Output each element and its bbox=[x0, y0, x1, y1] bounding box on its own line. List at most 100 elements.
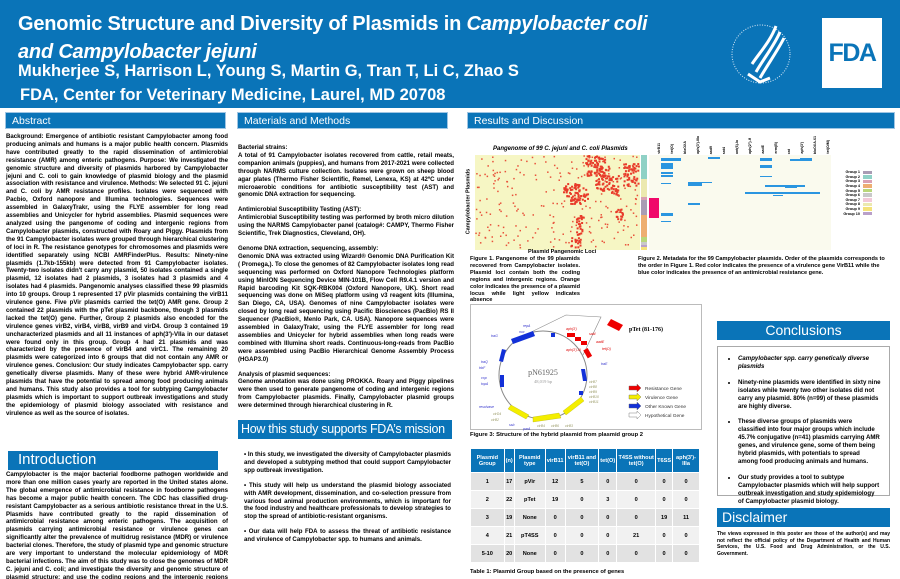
methods-body: Bacterial strains: A total of 91 Campylob… bbox=[238, 144, 454, 414]
heatmap-cell bbox=[626, 175, 629, 178]
heatmap-cell bbox=[605, 169, 608, 172]
heatmap-cell bbox=[515, 193, 517, 196]
heatmap-cell bbox=[635, 165, 638, 168]
heatmap-cell bbox=[479, 174, 481, 177]
heatmap-cell bbox=[623, 175, 626, 178]
table-cell: 17 bbox=[503, 472, 515, 491]
other-gene-arrows bbox=[499, 331, 587, 395]
heatmap-cell bbox=[564, 187, 567, 190]
heatmap-cell bbox=[595, 161, 598, 164]
legend-arrow-icon bbox=[628, 401, 642, 411]
introduction-text: Campylobacter is the major bacterial foo… bbox=[6, 471, 228, 579]
heatmap-cell bbox=[594, 165, 596, 167]
table-cell: 0 bbox=[544, 508, 566, 527]
heatmap-cell bbox=[634, 189, 637, 191]
heatmap-cell bbox=[589, 226, 591, 228]
heatmap-cell bbox=[499, 235, 502, 237]
heatmap-cell bbox=[517, 235, 519, 237]
heatmap-cell bbox=[561, 202, 563, 205]
heatmap-cell bbox=[580, 218, 583, 221]
amr-gene-presence bbox=[661, 163, 673, 169]
heatmap-cell bbox=[630, 179, 633, 182]
heatmap-cell bbox=[532, 214, 535, 216]
pangenome-heatmap bbox=[475, 155, 831, 250]
metadata-panel bbox=[649, 155, 831, 250]
table-caption: Table 1: Plasmid Group based on the pres… bbox=[470, 569, 625, 575]
heatmap-cell bbox=[587, 163, 590, 166]
method-heading: Bacterial strains: bbox=[238, 144, 288, 151]
heatmap-cell bbox=[637, 163, 640, 166]
other-gene-label: parA bbox=[522, 427, 531, 431]
heatmap-cell bbox=[620, 198, 622, 200]
heatmap-cell bbox=[635, 198, 638, 201]
heatmap-cell bbox=[600, 214, 603, 216]
heatmap-cell bbox=[537, 228, 539, 230]
table-row: 1 17 pVir 12 5 0 0 0 0 bbox=[470, 472, 700, 491]
figure2-column-label: blaOXA-61 bbox=[813, 135, 817, 154]
heatmap-cell bbox=[630, 209, 632, 211]
heatmap-cell bbox=[576, 227, 579, 230]
amr-gene-presence bbox=[790, 159, 802, 161]
figure2-column-label: blaOXA bbox=[683, 141, 687, 154]
table-cell: 0 bbox=[598, 544, 618, 563]
plasmid-size: 48,019 bp bbox=[534, 379, 553, 385]
figure2-column-label: cat bbox=[787, 148, 791, 154]
heatmap-cell bbox=[606, 207, 609, 209]
heatmap-cell bbox=[502, 226, 505, 229]
table-cell: pT4SS bbox=[513, 526, 546, 545]
heatmap-cell bbox=[589, 232, 592, 234]
legend-swatch bbox=[863, 211, 872, 216]
heatmap-cell bbox=[575, 224, 578, 227]
heatmap-cell bbox=[627, 169, 630, 172]
heatmap-cell bbox=[587, 170, 590, 173]
amr-gene-presence bbox=[661, 213, 673, 216]
heatmap-cell bbox=[602, 189, 605, 192]
heatmap-cell bbox=[623, 225, 625, 227]
heatmap-cell bbox=[505, 234, 507, 237]
table-cell: 1 bbox=[470, 472, 505, 491]
heatmap-cell bbox=[628, 165, 631, 168]
method-block: Analysis of plasmid sequences: Genome ann… bbox=[238, 371, 454, 411]
table-cell: 11 bbox=[672, 508, 700, 527]
heatmap-cell bbox=[591, 156, 594, 159]
heatmap-cell bbox=[579, 242, 582, 244]
legend-item: Group 1 bbox=[840, 170, 885, 175]
table-cell: pTet bbox=[513, 490, 546, 509]
heatmap-cell bbox=[604, 158, 607, 161]
table-cell: 0 bbox=[598, 472, 618, 491]
heatmap-cell bbox=[624, 165, 626, 168]
heatmap-cell bbox=[579, 215, 582, 218]
disclaimer-text: The views expressed in this poster are t… bbox=[717, 531, 890, 557]
heatmap-cell bbox=[603, 241, 605, 244]
heatmap-cell bbox=[631, 180, 634, 183]
virulence-gene-arrows bbox=[507, 396, 585, 423]
heatmap-cell bbox=[621, 215, 624, 218]
heatmap-cell bbox=[586, 162, 589, 165]
heatmap-cell bbox=[549, 214, 551, 216]
heatmap-cell bbox=[581, 198, 584, 201]
heatmap-cell bbox=[576, 239, 579, 242]
legend-label: Group 2 bbox=[845, 174, 860, 179]
heatmap-cell bbox=[601, 227, 603, 229]
legend-label: Group 3 bbox=[845, 179, 860, 184]
heatmap-cell bbox=[579, 244, 582, 247]
heatmap-cell bbox=[515, 225, 517, 227]
heatmap-cell bbox=[632, 165, 635, 168]
heatmap-cell bbox=[581, 216, 584, 219]
heatmap-cell bbox=[596, 166, 599, 169]
heatmap-cell bbox=[580, 232, 583, 235]
heatmap-cell bbox=[568, 241, 570, 244]
heatmap-cell bbox=[577, 242, 580, 245]
heatmap-cell bbox=[610, 177, 613, 180]
heatmap-cell bbox=[579, 241, 582, 244]
heatmap-cell bbox=[632, 169, 635, 172]
heatmap-cell bbox=[596, 171, 598, 173]
heatmap-cell bbox=[498, 177, 500, 180]
heatmap-cell bbox=[549, 241, 552, 243]
heatmap-cell bbox=[577, 185, 580, 188]
heatmap-cell bbox=[611, 184, 614, 187]
heatmap-cell bbox=[574, 238, 577, 241]
heatmap-cell bbox=[609, 178, 612, 181]
table-cell: 0 bbox=[564, 508, 600, 527]
heatmap-cell bbox=[487, 165, 489, 167]
